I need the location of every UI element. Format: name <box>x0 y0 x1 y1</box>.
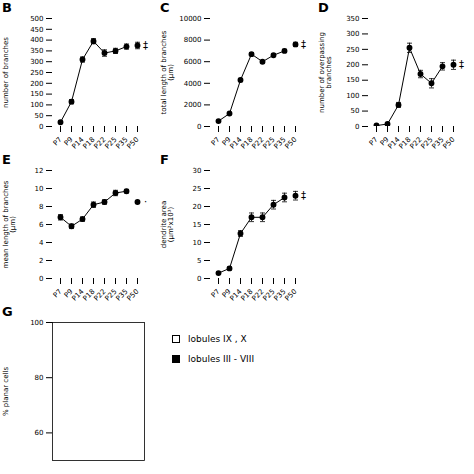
svg-text:150: 150 <box>30 90 43 98</box>
svg-text:12: 12 <box>35 167 44 175</box>
svg-text:‡: ‡ <box>301 190 306 201</box>
svg-text:300: 300 <box>30 58 43 66</box>
svg-text:P7: P7 <box>209 287 222 300</box>
svg-text:P9: P9 <box>62 287 75 300</box>
svg-text:20: 20 <box>193 203 202 211</box>
html-text:lobules III - VIII: lobules III - VIII <box>188 354 255 364</box>
svg-text:dendrite area(μm²x10³): dendrite area(μm²x10³) <box>160 201 175 248</box>
svg-text:‡: ‡ <box>301 39 306 50</box>
html-text:B: B <box>2 0 12 15</box>
svg-text:6000: 6000 <box>184 58 202 66</box>
svg-text:4: 4 <box>39 239 44 247</box>
svg-text:P7: P7 <box>51 287 64 300</box>
html-text:C: C <box>160 0 170 15</box>
svg-text:200: 200 <box>346 61 359 69</box>
svg-text:6: 6 <box>39 221 44 229</box>
html-text:lobules IX , X: lobules IX , X <box>188 334 247 344</box>
svg-text:total length of branches(μm): total length of branches(μm) <box>160 30 175 114</box>
svg-text:150: 150 <box>346 76 359 84</box>
svg-text:8000: 8000 <box>184 36 202 44</box>
svg-text:P50: P50 <box>284 288 299 302</box>
svg-text:·: · <box>144 196 147 207</box>
html-text:F: F <box>160 152 169 167</box>
svg-text:P9: P9 <box>220 287 233 300</box>
svg-text:30: 30 <box>193 167 202 175</box>
svg-text:2000: 2000 <box>184 101 202 109</box>
svg-text:P9: P9 <box>378 135 391 148</box>
svg-text:number of branches: number of branches <box>2 37 10 108</box>
svg-text:mean length of branches(μm): mean length of branches(μm) <box>2 180 17 268</box>
svg-text:% planar cells: % planar cells <box>2 367 10 416</box>
svg-text:P50: P50 <box>126 136 141 150</box>
svg-text:500: 500 <box>30 15 43 23</box>
svg-text:250: 250 <box>346 46 359 54</box>
svg-text:10: 10 <box>35 185 44 193</box>
svg-text:4000: 4000 <box>184 80 202 88</box>
svg-text:60: 60 <box>35 429 44 437</box>
svg-text:5: 5 <box>197 257 201 265</box>
svg-text:100: 100 <box>346 92 359 100</box>
html-text:E: E <box>2 152 11 167</box>
svg-text:200: 200 <box>30 80 43 88</box>
svg-text:10000: 10000 <box>179 15 201 23</box>
svg-text:‡: ‡ <box>143 40 148 51</box>
svg-text:250: 250 <box>30 69 43 77</box>
svg-text:80: 80 <box>35 374 44 382</box>
svg-text:P7: P7 <box>209 135 222 148</box>
svg-text:‡: ‡ <box>459 59 464 70</box>
svg-text:100: 100 <box>30 101 43 109</box>
svg-text:100: 100 <box>30 319 43 327</box>
svg-text:P7: P7 <box>367 135 380 148</box>
svg-text:25: 25 <box>193 185 202 193</box>
svg-text:450: 450 <box>30 26 43 34</box>
svg-text:15: 15 <box>193 221 202 229</box>
svg-text:300: 300 <box>346 30 359 38</box>
svg-text:350: 350 <box>30 47 43 55</box>
svg-text:0: 0 <box>39 275 43 283</box>
html-text:G: G <box>2 304 13 319</box>
svg-text:P50: P50 <box>284 136 299 150</box>
svg-text:350: 350 <box>346 15 359 23</box>
svg-text:P50: P50 <box>442 136 457 150</box>
svg-text:2: 2 <box>39 257 43 265</box>
svg-text:8: 8 <box>39 203 43 211</box>
svg-text:10: 10 <box>193 239 202 247</box>
svg-text:50: 50 <box>35 112 44 120</box>
svg-text:0: 0 <box>355 123 359 131</box>
svg-text:P7: P7 <box>51 135 64 148</box>
svg-text:P9: P9 <box>62 135 75 148</box>
svg-text:number of overpassingbranches: number of overpassingbranches <box>318 32 333 113</box>
svg-text:0: 0 <box>39 123 43 131</box>
svg-text:0: 0 <box>197 275 201 283</box>
svg-text:0: 0 <box>197 123 201 131</box>
svg-text:P9: P9 <box>220 135 233 148</box>
svg-text:50: 50 <box>351 107 360 115</box>
svg-text:400: 400 <box>30 36 43 44</box>
svg-text:P50: P50 <box>126 288 141 302</box>
html-text:D: D <box>318 0 329 15</box>
